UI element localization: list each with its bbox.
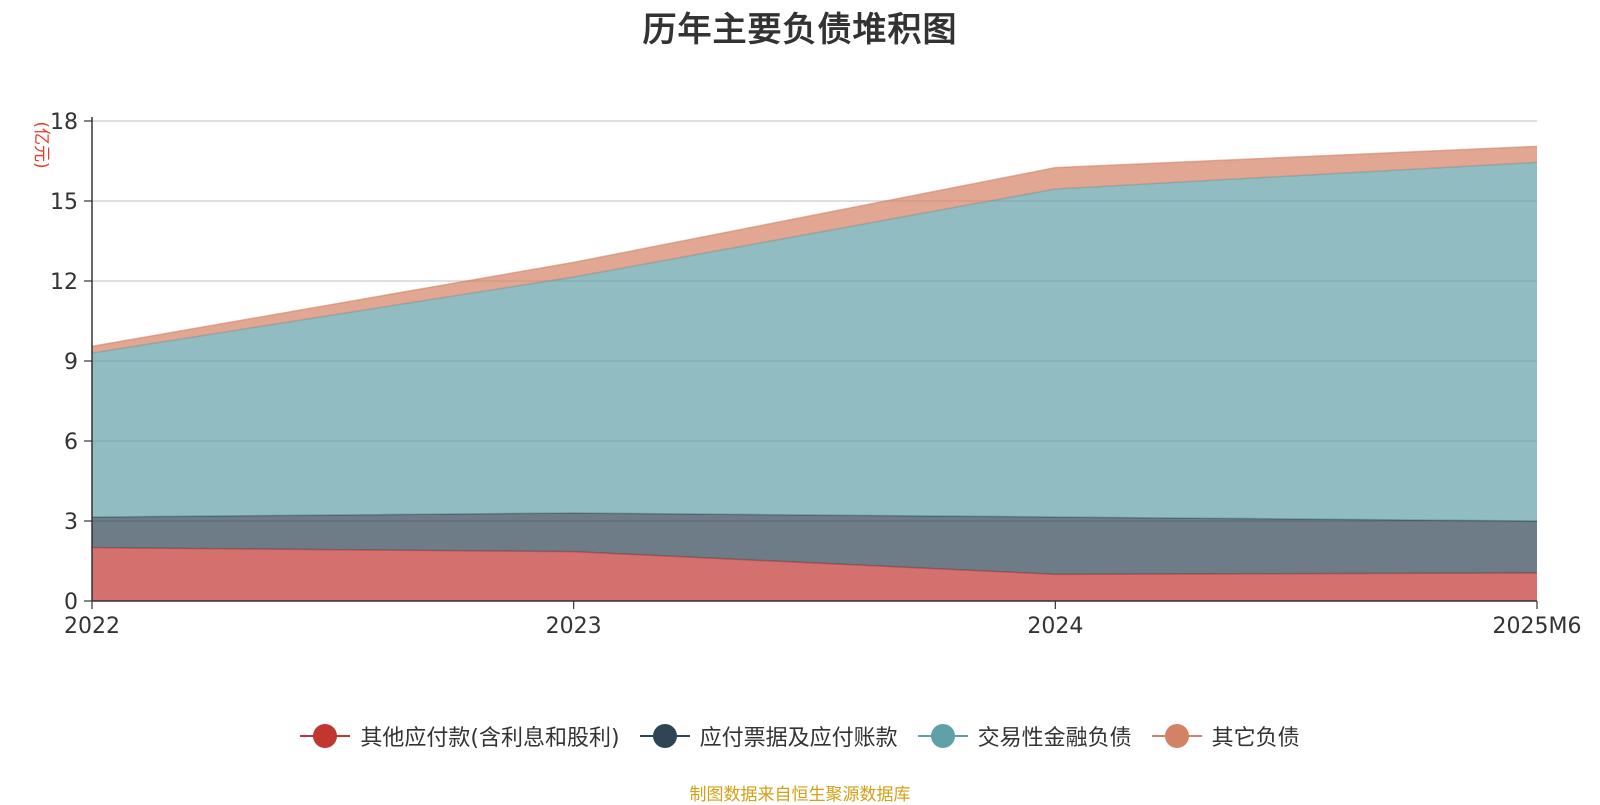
area-series-1 [92,547,1537,601]
axes: 0 3 6 9 12 15 18 2022 2023 2024 2025M6 [50,110,1581,639]
legend-item-4[interactable]: 其它负债 [1151,720,1300,752]
area-series-3 [92,162,1537,522]
legend-marker-icon [1151,724,1202,748]
legend-label: 其它负债 [1211,726,1300,751]
area-series-group [91,145,1538,601]
y-tick-label: 3 [64,510,78,535]
stacked-area-chart: 0 3 6 9 12 15 18 2022 2023 2024 2025M6 (亿元) [31,110,1581,639]
y-tick-label: 15 [50,190,78,215]
legend-marker-icon [639,724,690,748]
area-series-2 [92,513,1537,575]
y-tick-label: 6 [64,430,78,455]
chart-legend: 其他应付款(含利息和股利) 应付票据及应付账款 交易性金融负债 其它负债 [0,720,1600,752]
legend-label: 其他应付款(含利息和股利) [360,726,620,751]
legend-label: 交易性金融负债 [977,726,1132,751]
y-tick-label: 18 [50,110,78,135]
x-tick-label: 2023 [546,614,602,639]
area-series-4 [92,146,1537,353]
chart-title: 历年主要负债堆积图 [642,10,958,50]
legend-marker-icon [917,724,968,748]
y-tick-label: 0 [64,590,78,615]
y-tick-label: 9 [64,350,78,375]
series-line-4 [91,145,1538,348]
legend-label: 应付票据及应付账款 [699,726,898,751]
legend-marker-icon [300,724,351,748]
legend-item-1[interactable]: 其他应付款(含利息和股利) [300,720,620,752]
y-axis-label: (亿元) [31,121,51,168]
y-tick-label: 12 [50,270,78,295]
x-tick-label: 2024 [1027,614,1083,639]
source-note: 制图数据来自恒生聚源数据库 [689,785,911,805]
x-tick-label: 2025M6 [1493,614,1582,639]
legend-item-2[interactable]: 应付票据及应付账款 [639,720,898,752]
legend-item-3[interactable]: 交易性金融负债 [917,720,1132,752]
series-line-2 [91,512,1538,522]
x-tick-label: 2022 [64,614,120,639]
